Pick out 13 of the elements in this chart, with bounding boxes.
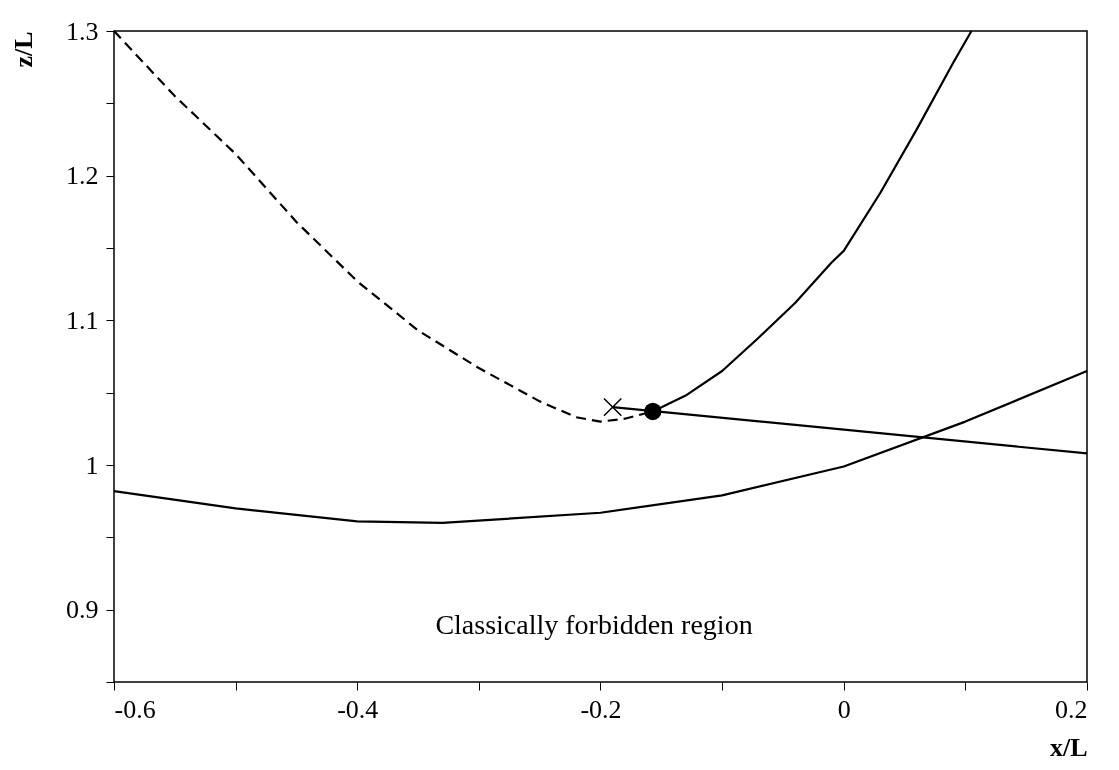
y-tick-label: 1.2 <box>66 161 99 191</box>
y-tick-label: 0.9 <box>66 595 99 625</box>
y-tick-label: 1.1 <box>66 305 99 335</box>
y-tick-label: 1 <box>85 450 99 480</box>
annotation: Classically forbidden region <box>435 609 753 640</box>
y-axis-title: z/L <box>8 31 38 68</box>
x-tick-label: -0.6 <box>114 694 156 724</box>
x-tick-label: -0.4 <box>337 694 379 724</box>
x-tick-label: 0 <box>837 694 851 724</box>
x-axis-title: x/L <box>1049 732 1088 762</box>
x-tick-label: 0.2 <box>1055 694 1088 724</box>
x-tick-label: -0.2 <box>580 694 622 724</box>
y-tick-label: 1.3 <box>66 16 99 46</box>
